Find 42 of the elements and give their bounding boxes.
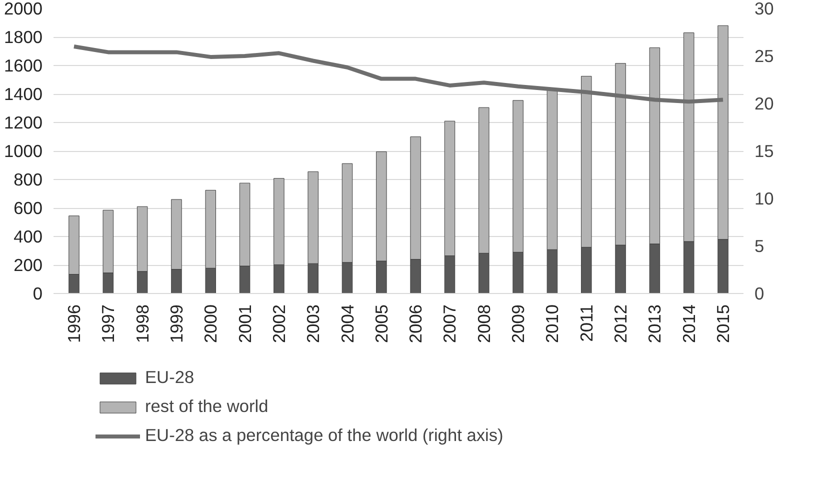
x-tick-label: 2007 bbox=[440, 304, 460, 344]
y-tick-label: 800 bbox=[14, 170, 43, 190]
x-tick-label: 2010 bbox=[542, 304, 562, 344]
y2-tick-label: 5 bbox=[754, 236, 764, 256]
x-tick-label: 2005 bbox=[371, 304, 392, 344]
y-tick-label: 1800 bbox=[4, 27, 43, 47]
y2-tick-label: 0 bbox=[754, 284, 764, 304]
y-tick-label: 1400 bbox=[4, 84, 43, 104]
x-tick-label: 2006 bbox=[406, 304, 426, 344]
x-tick-label: 2014 bbox=[678, 304, 699, 344]
x-tick-label: 2004 bbox=[337, 304, 358, 344]
legend-label: EU-28 bbox=[145, 367, 194, 388]
y2-tick-label: 15 bbox=[754, 141, 774, 161]
x-tick-label: 2001 bbox=[234, 304, 255, 344]
x-tick-label: 1996 bbox=[64, 304, 84, 344]
y2-tick-label: 20 bbox=[754, 94, 774, 114]
line-series bbox=[72, 44, 726, 104]
x-tick-label: 2009 bbox=[508, 304, 528, 344]
x-tick-label: 2003 bbox=[303, 304, 324, 344]
x-tick-label: 2002 bbox=[268, 304, 289, 344]
x-tick-label: 2011 bbox=[576, 304, 596, 342]
legend-label: EU-28 as a percentage of the world (right axis) bbox=[145, 425, 504, 446]
legend-label: rest of the world bbox=[145, 396, 268, 417]
x-tick-label: 2000 bbox=[200, 304, 221, 344]
y-tick-label: 0 bbox=[32, 284, 43, 304]
x-tick-label: 2013 bbox=[644, 304, 665, 344]
y-tick-label: 600 bbox=[14, 198, 43, 218]
x-tick-label: 2015 bbox=[713, 304, 734, 344]
x-tick-label: 2012 bbox=[610, 304, 631, 344]
y-tick-label: 2000 bbox=[4, 0, 43, 18]
y-tick-label: 1600 bbox=[4, 56, 43, 76]
x-tick-label: 2008 bbox=[474, 304, 494, 344]
y2-tick-label: 10 bbox=[754, 188, 774, 208]
y-tick-label: 1000 bbox=[4, 141, 43, 161]
y-tick-label: 200 bbox=[14, 255, 43, 275]
x-tick-label: 1998 bbox=[132, 304, 152, 344]
y-tick-label: 400 bbox=[14, 226, 43, 246]
x-tick-label: 1997 bbox=[98, 304, 118, 344]
y2-tick-label: 25 bbox=[754, 46, 774, 66]
y-tick-label: 1200 bbox=[4, 112, 43, 132]
x-tick-label: 1999 bbox=[166, 304, 186, 344]
y2-tick-label: 30 bbox=[754, 0, 774, 18]
